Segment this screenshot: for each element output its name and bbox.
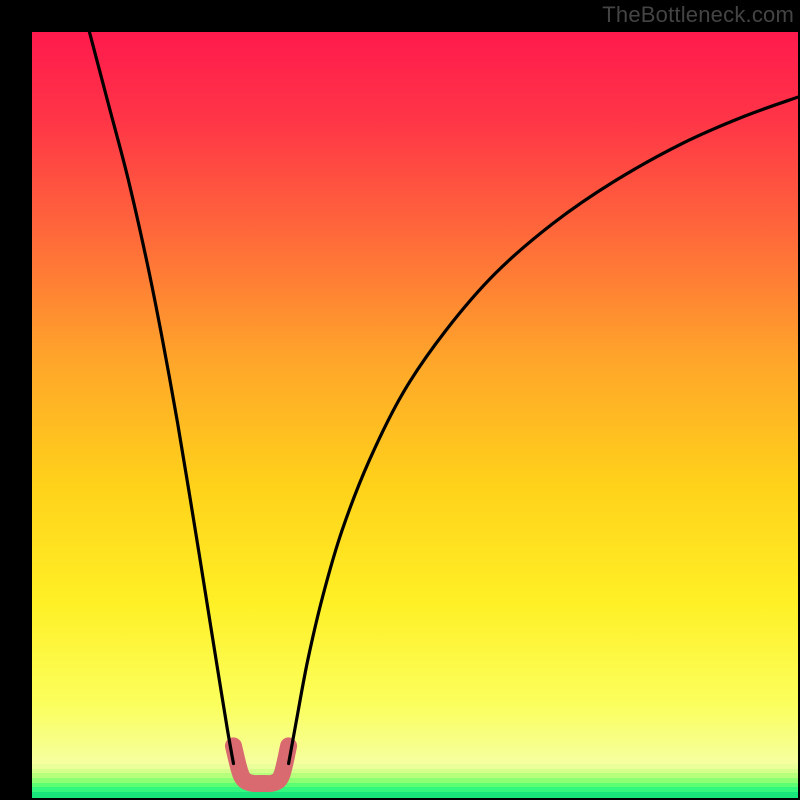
plot-area <box>32 32 798 798</box>
curve-layer <box>32 32 798 798</box>
curve-left <box>89 32 233 764</box>
chart-frame: TheBottleneck.com <box>0 0 800 800</box>
valley-marker <box>233 746 288 784</box>
watermark-text: TheBottleneck.com <box>602 2 794 28</box>
curve-right <box>289 97 798 763</box>
